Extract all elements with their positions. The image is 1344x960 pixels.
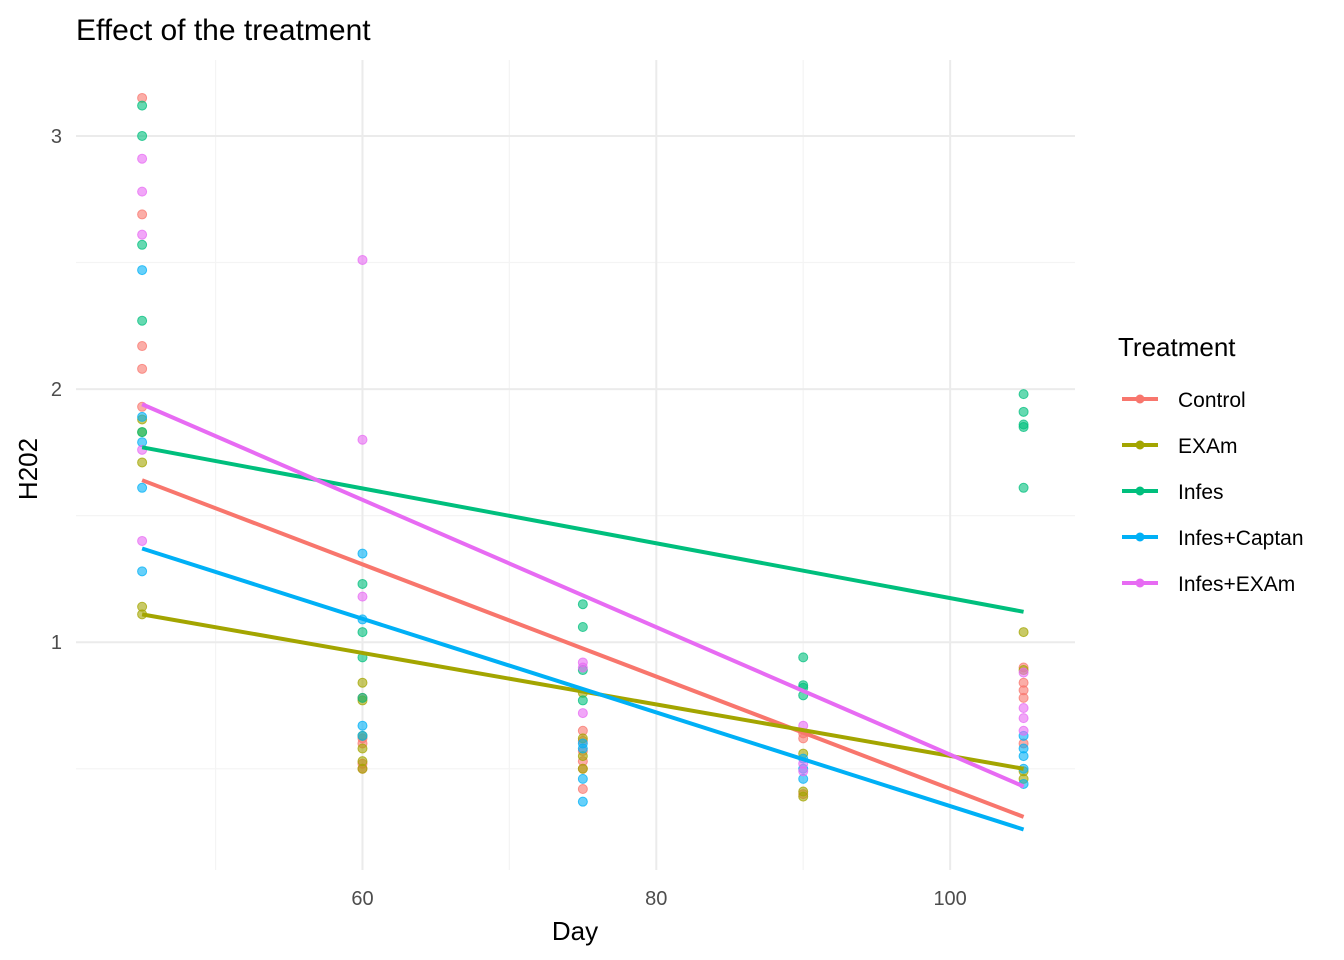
data-point [1018, 703, 1029, 713]
y-tick-label: 1 [51, 632, 62, 654]
plot-grid [76, 60, 1075, 870]
data-point [577, 773, 588, 784]
legend-key-point [1135, 440, 1145, 450]
x-axis-ticks: 60 80 100 [351, 888, 966, 910]
scatter-points [137, 92, 1029, 807]
data-point [357, 254, 368, 265]
data-point [1018, 751, 1029, 762]
data-point [137, 130, 148, 141]
chart-title: Effect of the treatment [76, 14, 371, 47]
legend-key-point [1135, 486, 1145, 496]
data-point [577, 743, 588, 754]
data-point [1018, 422, 1029, 433]
trend-line [141, 402, 1025, 789]
data-point [137, 457, 148, 468]
x-tick-label: 100 [933, 888, 966, 910]
data-point [137, 153, 148, 164]
x-tick-label: 80 [645, 888, 667, 910]
x-axis-title: Day [552, 916, 598, 946]
data-point [137, 209, 148, 220]
data-point [1018, 667, 1029, 678]
data-point [357, 627, 368, 638]
legend-item: Infes+Captan [1122, 527, 1304, 550]
data-point [1018, 692, 1029, 703]
data-point [1018, 482, 1029, 493]
data-point [137, 186, 148, 197]
legend-label: Infes+EXAm [1178, 573, 1295, 596]
legend-label: Infes [1178, 481, 1224, 504]
data-point [357, 743, 368, 754]
data-point [1018, 713, 1029, 724]
data-point [1018, 406, 1029, 417]
data-point [577, 662, 588, 673]
legend-item: EXAm [1122, 435, 1238, 458]
data-point [1018, 627, 1029, 638]
legend-item: Control [1122, 389, 1246, 412]
data-point [1018, 389, 1029, 400]
data-point [577, 763, 588, 774]
legend: Treatment Control EXAm Infes Infes+Captan In… [1118, 332, 1304, 596]
legend-item: Infes+EXAm [1122, 573, 1295, 596]
trend-line [141, 445, 1024, 614]
data-point [577, 599, 588, 610]
legend-key-point [1135, 578, 1145, 588]
data-point [577, 708, 588, 719]
data-point [357, 677, 368, 688]
data-point [137, 411, 148, 422]
data-point [577, 796, 588, 807]
data-point [137, 100, 148, 111]
legend-label: Infes+Captan [1178, 527, 1304, 550]
data-point [137, 535, 148, 546]
data-point [137, 315, 148, 326]
data-point [357, 692, 368, 703]
data-point [357, 434, 368, 445]
data-point [357, 720, 368, 731]
y-axis-ticks: 1 2 3 [51, 126, 62, 654]
x-tick-label: 60 [351, 888, 373, 910]
data-point [137, 566, 148, 577]
legend-item: Infes [1122, 481, 1224, 504]
data-point [137, 482, 148, 493]
legend-label: EXAm [1178, 435, 1238, 458]
y-tick-label: 2 [51, 379, 62, 401]
data-point [357, 591, 368, 602]
trend-line [141, 612, 1024, 771]
trend-lines [141, 402, 1025, 832]
legend-title: Treatment [1118, 332, 1236, 362]
legend-items: Control EXAm Infes Infes+Captan Infes+EXAm [1122, 389, 1304, 596]
data-point [137, 363, 148, 374]
data-point [357, 578, 368, 589]
data-point [137, 239, 148, 250]
data-point [1018, 725, 1029, 736]
data-point [137, 229, 148, 240]
data-point [137, 265, 148, 276]
legend-key-point [1135, 394, 1145, 404]
trend-line [141, 546, 1025, 832]
legend-key-point [1135, 532, 1145, 542]
data-point [577, 695, 588, 706]
data-point [137, 427, 148, 438]
data-point [357, 548, 368, 559]
data-point [577, 784, 588, 794]
data-point [798, 652, 809, 663]
data-point [798, 791, 809, 802]
data-point [137, 341, 148, 352]
trend-line [141, 478, 1025, 819]
data-point [357, 730, 368, 741]
data-point [357, 763, 368, 774]
legend-label: Control [1178, 389, 1246, 412]
data-point [798, 766, 809, 777]
data-point [577, 622, 588, 632]
y-axis-title: H202 [13, 438, 43, 500]
y-tick-label: 3 [51, 126, 62, 148]
